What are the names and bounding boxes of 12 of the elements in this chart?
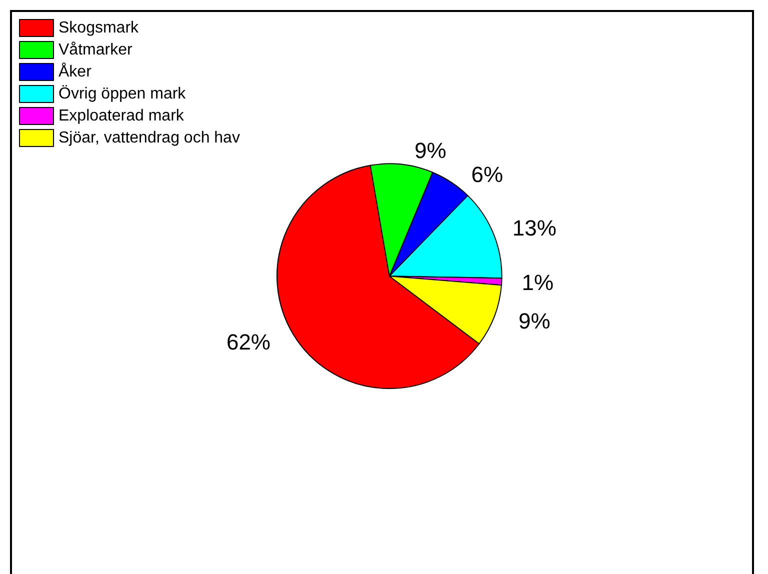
data-label: 6% [471, 162, 504, 188]
legend-label: Exploaterad mark [58, 108, 185, 124]
legend-label: Sjöar, vattendrag och hav [58, 130, 240, 146]
data-label: 13% [512, 215, 556, 240]
data-label: 1% [522, 270, 554, 295]
legend-label: Åker [58, 62, 92, 80]
legend-label: Övrig öppen mark [58, 84, 187, 102]
data-label: 9% [518, 308, 550, 334]
data-label: 9% [414, 138, 446, 164]
legend-label: Skogsmark [58, 20, 140, 36]
legend-label: Våtmarker [58, 42, 133, 58]
data-label: 62% [226, 329, 271, 354]
